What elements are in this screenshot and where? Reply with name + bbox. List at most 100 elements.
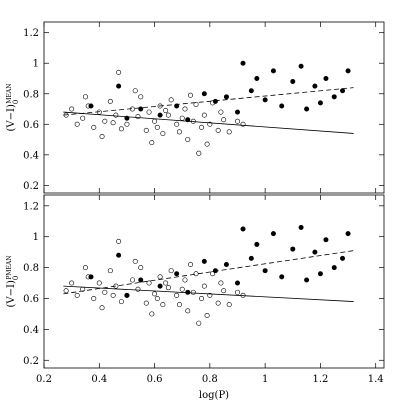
open-point [160,302,166,308]
open-point [185,137,191,143]
open-point [221,288,227,294]
filled-point [317,100,323,106]
open-point [188,262,194,268]
open-point [221,117,227,123]
filled-point [340,255,346,261]
open-point [152,118,158,124]
y-tick-label: 0.6 [23,120,39,131]
open-point [154,295,160,301]
open-point [149,311,155,317]
y-tick-label: 1 [33,59,39,70]
open-point [69,280,75,286]
open-point [80,115,86,121]
open-point [138,265,144,271]
open-point [102,289,108,295]
y-tick-label: 1.2 [23,28,39,39]
open-point [74,292,80,298]
open-point [165,285,171,291]
fit-line [63,87,354,116]
filled-point [279,274,285,280]
filled-point [88,274,94,280]
open-point [135,114,141,120]
filled-point [124,292,130,298]
open-point [107,98,113,104]
open-point [185,308,191,314]
open-point [218,109,224,115]
open-point [196,150,202,156]
filled-point [174,271,180,277]
filled-point [304,277,310,283]
filled-point [223,262,229,268]
filled-point [88,103,94,109]
open-point [199,295,205,301]
plot-frame [43,21,385,194]
filled-point [201,258,207,264]
open-point [132,88,138,94]
x-tick-label: 0.2 [36,374,52,385]
filled-point [201,91,207,97]
open-point [204,312,210,318]
filled-point [138,106,144,112]
open-point [74,121,80,127]
open-point [157,274,163,280]
filled-point [279,103,285,109]
y-axis-label: (V−I)0MEAN [6,84,21,132]
y-tick-label: 0.4 [23,325,39,336]
y-label-sup: PMEAN [6,256,13,280]
open-point [152,291,158,297]
open-point [176,129,182,135]
filled-point [298,63,304,69]
filled-point [270,231,276,237]
filled-point [234,109,240,115]
filled-point [290,246,296,252]
fit-line [63,250,354,295]
open-point [190,289,196,295]
open-point [163,280,169,286]
open-point [63,288,69,294]
filled-point [116,252,122,258]
filled-point [290,79,296,85]
filled-point [345,68,351,74]
open-point [218,280,224,286]
x-tick-label: 1.4 [368,374,384,385]
open-point [116,238,122,244]
open-point [201,283,207,289]
y-tick-label: 0.8 [23,263,39,274]
open-point [99,305,105,311]
open-point [99,134,105,140]
open-point [118,299,124,305]
open-point [149,140,155,146]
y-label-sup: MEAN [6,84,13,104]
y-label-sub: 0 [12,276,20,280]
y-tick-label: 0.2 [23,356,39,367]
open-point [179,115,185,121]
open-point [226,129,232,135]
open-point [168,268,174,274]
open-point [210,271,216,277]
x-tick-label: 0.4 [91,374,107,385]
open-point [110,120,116,126]
open-point [91,295,97,301]
filled-point [345,231,351,237]
open-point [102,118,108,124]
filled-point [323,237,329,243]
y-tick-label: 0.2 [23,181,39,192]
x-tick-label: 0.8 [202,374,218,385]
filled-point [240,60,246,66]
open-point [196,320,202,326]
y-label-main: (V−I) [6,104,17,131]
x-tick-label: 1.2 [312,374,328,385]
open-point [201,112,207,118]
filled-point [157,283,163,289]
open-point [193,271,199,277]
filled-point [312,83,318,89]
y-label-main: (V−I) [6,280,17,307]
open-point [174,121,180,127]
plot-frame [43,194,385,369]
open-point [129,277,135,283]
open-point [160,130,166,136]
fit-line [63,111,354,134]
open-point [113,112,119,118]
open-point [146,109,152,115]
